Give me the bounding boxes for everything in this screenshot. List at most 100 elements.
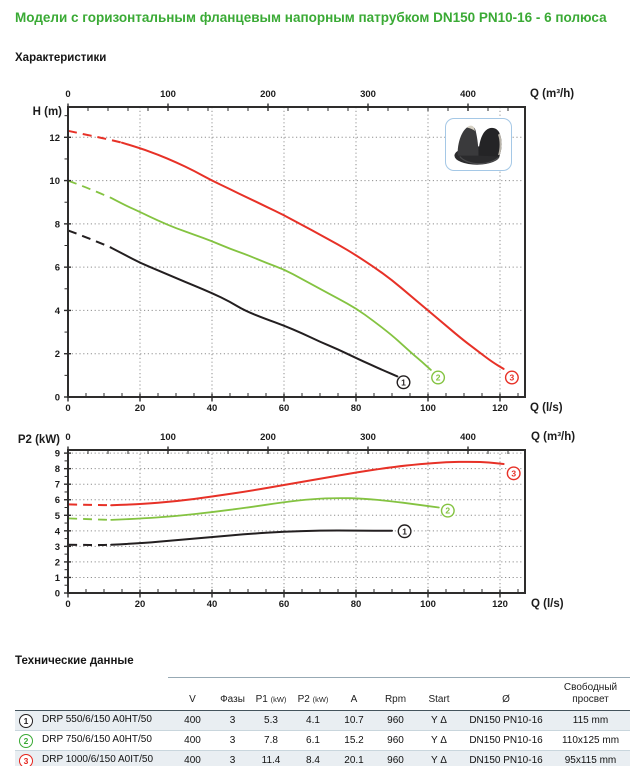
bottom-axis-tick-label: 120 [492, 403, 508, 414]
cell-a: 20.1 [334, 750, 374, 766]
power-flow-chart: 0 100 200 300 400 Q (m³/h)0 20 40 60 80 100 120 Q (l… [18, 431, 575, 610]
curve-marker-2 [440, 503, 455, 518]
column-header-dn: Ø [461, 682, 551, 711]
curve-1 [110, 246, 399, 378]
curve-marker-label: 2 [436, 373, 441, 383]
y-axis-tick-label: 7 [55, 480, 60, 491]
top-axis-title: Q (m³/h) [531, 431, 575, 443]
top-axis-tick-label: 400 [460, 432, 476, 443]
table-header-row: V Фазы P1 (kW) P2 (kW) A Rpm Start Ø Свободный п… [15, 682, 630, 711]
model-cell: 3 DRP 1000/6/150 A0IT/50 [15, 750, 170, 766]
table-row-model-1: 1 DRP 550/6/150 A0HT/50 400 3 5.3 4.1 10.7 960 Y… [15, 710, 630, 731]
column-header-a: A [334, 682, 374, 711]
curve-number-badge: 2 [19, 733, 33, 748]
cell-p1: 5.3 [264, 715, 278, 726]
bottom-axis-tick-label: 100 [420, 599, 436, 610]
bottom-axis-tick-label: 40 [207, 403, 218, 414]
y-axis-tick-label: 0 [55, 393, 60, 404]
cell-p1: 11.4 [250, 750, 292, 766]
cell-free_passage: 95x115 mm [551, 750, 630, 766]
y-axis-tick-label: 0 [55, 589, 60, 600]
y-axis-tick-label: 4 [55, 306, 61, 317]
bottom-axis-tick-label: 0 [65, 403, 70, 414]
curve-marker-label: 2 [445, 506, 450, 516]
bottom-axis-tick-label: 100 [420, 403, 436, 414]
cell-a: 15.2 [334, 730, 374, 751]
curve-2 [110, 197, 432, 371]
column-header-p1: P1 (kW) [250, 682, 292, 711]
cell-start: Y Δ [431, 715, 447, 726]
y-axis-tick-label: 12 [49, 133, 60, 144]
cell-dn: DN150 PN10-16 [461, 730, 551, 751]
bottom-axis-tick-label: 40 [207, 599, 218, 610]
model-cell: 2 DRP 750/6/150 A0HT/50 [15, 730, 170, 751]
cell-p1: 7.8 [250, 730, 292, 751]
curve-number-badge: 3 [19, 753, 33, 766]
top-axis-tick-label: 200 [260, 89, 276, 100]
cell-p2: 8.4 [292, 750, 334, 766]
technical-data-table: V Фазы P1 (kW) P2 (kW) A Rpm Start Ø Свободный п… [15, 682, 630, 766]
y-axis-tick-label: 10 [49, 176, 60, 187]
cell-phases: 3 [229, 715, 236, 726]
impeller-photo [445, 118, 512, 171]
section-heading-technical-data: Технические данные [15, 655, 134, 667]
bottom-axis-tick-label: 60 [279, 403, 290, 414]
plot-frame [67, 106, 526, 398]
top-axis-tick-label: 100 [160, 89, 176, 100]
y-axis-tick-label: 6 [55, 495, 60, 506]
column-header-unit: (kW) [270, 695, 287, 704]
cell-start: Y Δ [417, 750, 461, 766]
curve-3 [121, 141, 505, 370]
y-axis-tick-label: 8 [55, 464, 60, 475]
table-row-model-2: 2 DRP 750/6/150 A0HT/50 400 3 7.8 6.1 15.2 960 Y… [15, 730, 630, 751]
curve-marker-label: 1 [402, 526, 407, 536]
y-axis-tick-label: 1 [55, 573, 61, 584]
column-header-free_passage: Свободный просвет [551, 682, 630, 711]
column-header-start: Start [417, 682, 461, 711]
bottom-axis-tick-label: 20 [135, 599, 146, 610]
top-axis-tick-label: 300 [360, 432, 376, 443]
top-axis-tick-label: 300 [360, 89, 376, 100]
curve-marker-2 [431, 370, 446, 385]
cell-phases: 3 [215, 730, 250, 751]
y-axis-tick-label: 6 [55, 263, 60, 274]
cell-rpm: 960 [374, 730, 417, 751]
bottom-axis-tick-label: 60 [279, 599, 290, 610]
bottom-axis-tick-label: 80 [351, 403, 362, 414]
cell-dn: DN150 PN10-16 [461, 750, 551, 766]
table-top-rule [168, 677, 630, 678]
bottom-axis-tick-label: 120 [492, 599, 508, 610]
bottom-axis-title: Q (l/s) [530, 402, 563, 414]
bottom-axis-title: Q (l/s) [531, 598, 564, 610]
curve-marker-1 [397, 524, 412, 539]
section-heading-characteristics: Характеристики [15, 52, 107, 64]
cell-rpm: 960 [387, 715, 404, 726]
y-axis-tick-label: 4 [55, 526, 61, 537]
y-axis-tick-label: 8 [55, 219, 60, 230]
curve-2-dashed [67, 179, 112, 199]
column-header-v: V [170, 682, 215, 711]
y-axis-tick-label: 9 [55, 449, 60, 460]
top-axis-tick-label: 200 [260, 432, 276, 443]
cell-a: 10.7 [344, 715, 364, 726]
cell-v: 400 [170, 750, 215, 766]
cell-rpm: 960 [374, 750, 417, 766]
y-axis-tick-label: 3 [55, 542, 60, 553]
curve-3-dashed [67, 503, 112, 507]
curve-1 [110, 529, 393, 546]
column-header-model [15, 682, 170, 711]
column-header-rpm: Rpm [374, 682, 417, 711]
column-header-p2: P2 (kW) [292, 682, 334, 711]
cell-dn: DN150 PN10-16 [469, 715, 543, 726]
table-row-model-3: 3 DRP 1000/6/150 A0IT/50 400 3 11.4 8.4 20.1 96… [15, 750, 630, 766]
cell-p2: 6.1 [292, 730, 334, 751]
column-header-unit: (kW) [312, 695, 329, 704]
model-cell: 1 DRP 550/6/150 A0HT/50 [15, 711, 170, 731]
curve-marker-3 [504, 370, 519, 385]
top-axis-tick-label: 400 [460, 89, 476, 100]
curve-3-dashed [67, 129, 123, 144]
cell-start: Y Δ [417, 730, 461, 751]
curve-2-dashed [67, 517, 112, 521]
y-axis-tick-label: 2 [55, 349, 60, 360]
